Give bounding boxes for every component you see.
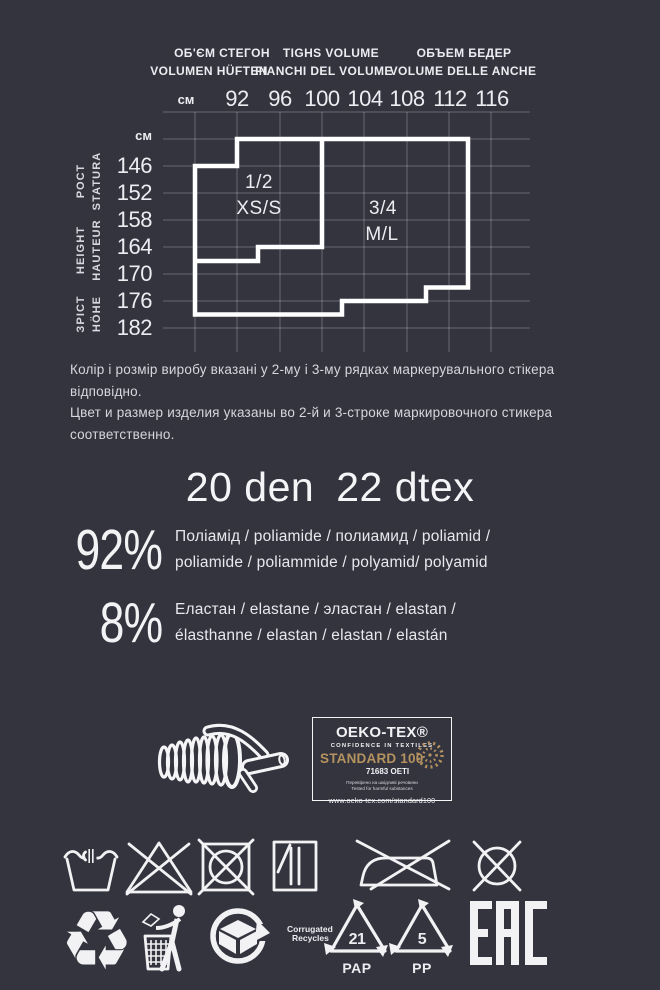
yarn-coil-icon xyxy=(157,723,289,793)
header-de: VOLUMEN HÜFTEN xyxy=(150,63,268,78)
header-it2: VOLUME DELLE ANCHE xyxy=(390,64,537,78)
svg-text:ЗРІСТ: ЗРІСТ xyxy=(75,295,87,332)
elastane-percent: 8% xyxy=(99,591,162,655)
recycling-symbols-row: ♻ Corrugated Recycles 21 PAP 5 PP xyxy=(60,896,547,986)
pp-label: PP xyxy=(412,960,432,976)
header-uk: ОБ'ЄМ СТЕГОН xyxy=(174,46,270,60)
size-chart: ОБ'ЄМ СТЕГОН VOLUMEN HÜFTEN TIGHS VOLUME… xyxy=(75,46,536,352)
height-row-headers: РОСТ STATURA HEIGHT HAUTEUR ЗРІСТ HÖHE xyxy=(75,152,103,333)
size-m-l-fraction: 3/4 xyxy=(369,198,397,219)
dtex-value: 22 dtex xyxy=(336,464,475,510)
hip-axis-ticks: см 92 96 100 104 108 112 116 xyxy=(178,86,510,111)
svg-text:170: 170 xyxy=(117,261,152,286)
header-en: TIGHS VOLUME xyxy=(283,46,379,60)
size-xs-s-fraction: 1/2 xyxy=(245,172,273,193)
do-not-iron-icon xyxy=(355,839,451,891)
svg-text:STATURA: STATURA xyxy=(91,152,103,211)
oeko-tex-label: OEKO-TEX® CONFIDENCE IN TEXTILES STANDAR… xyxy=(312,717,452,805)
svg-text:152: 152 xyxy=(117,180,152,205)
elastane-percent-wrap: 8% xyxy=(0,590,162,656)
svg-text:HEIGHT: HEIGHT xyxy=(75,226,87,274)
corrugated-label-2: Recycles xyxy=(292,933,329,943)
pp-5-icon: 5 PP xyxy=(389,899,453,976)
hip-unit: см xyxy=(178,92,195,107)
pap-number: 21 xyxy=(349,931,366,948)
polyamide-percent-wrap: 92% xyxy=(0,517,162,583)
pap-label: PAP xyxy=(342,960,371,976)
header-it: FIANCHI DEL VOLUME xyxy=(255,64,393,78)
corrugated-label-1: Corrugated xyxy=(287,924,333,934)
svg-text:HAUTEUR: HAUTEUR xyxy=(91,219,103,280)
size-region-labels: 1/2 XS/S 3/4 M/L xyxy=(236,172,398,245)
height-axis-ticks: см 146 152 158 164 170 176 182 xyxy=(117,128,153,340)
composition-row-polyamide: 92% Поліамід / poliamide / полиамид / po… xyxy=(0,516,660,584)
svg-text:112: 112 xyxy=(433,86,467,111)
oeko-tex-url: www.oeko-tex.com/standard100 xyxy=(328,796,436,805)
hand-wash-icon xyxy=(63,839,119,892)
care-symbols-row xyxy=(63,838,522,896)
recycle-icon: ♻ xyxy=(60,896,134,986)
sticker-notes: Колір і розмір виробу вказані у 2-му і 3… xyxy=(70,359,610,445)
oeko-tex-subtitle: CONFIDENCE IN TEXTILES xyxy=(330,743,434,749)
size-regions-outline xyxy=(192,136,471,317)
oeko-tex-brand: OEKO-TEX® xyxy=(335,724,429,741)
polyamide-percent: 92% xyxy=(75,518,162,582)
oeko-tex-standard: STANDARD 100 xyxy=(320,751,424,766)
density-line: 20 den 22 dtex xyxy=(0,464,660,511)
svg-text:РОСТ: РОСТ xyxy=(75,164,87,199)
svg-text:100: 100 xyxy=(304,86,339,111)
pap-21-icon: 21 PAP xyxy=(324,899,388,976)
drip-dry-in-shade-icon xyxy=(272,840,318,892)
size-regions-divider xyxy=(195,139,325,264)
svg-text:164: 164 xyxy=(117,234,152,259)
note-ru: Цвет и размер изделия указаны во 2-й и 3… xyxy=(70,405,553,442)
do-not-tumble-dry-icon xyxy=(197,838,255,896)
do-not-bleach-icon xyxy=(125,841,193,896)
corrugated-recycles-icon xyxy=(210,908,271,964)
do-not-dry-clean-icon xyxy=(472,840,522,892)
hip-volume-headers: ОБ'ЄМ СТЕГОН VOLUMEN HÜFTEN TIGHS VOLUME… xyxy=(150,46,536,78)
svg-text:104: 104 xyxy=(347,86,382,111)
tidyman-icon xyxy=(141,905,185,972)
height-unit: см xyxy=(135,128,152,143)
note-uk: Колір і розмір виробу вказані у 2-му і 3… xyxy=(70,362,555,399)
den-value: 20 den xyxy=(185,464,315,510)
svg-text:182: 182 xyxy=(117,315,152,340)
eac-logo xyxy=(470,901,547,965)
svg-text:96: 96 xyxy=(268,86,292,111)
svg-text:HÖHE: HÖHE xyxy=(90,296,103,332)
size-xs-s-label: XS/S xyxy=(236,198,281,219)
composition-row-elastane: 8% Еластан / elastane / эластан / elasta… xyxy=(0,590,660,656)
size-m-l-label: M/L xyxy=(365,224,398,245)
polyamide-names: Поліамід / poliamide / полиамид / poliam… xyxy=(175,528,491,571)
svg-text:92: 92 xyxy=(225,86,249,111)
svg-text:108: 108 xyxy=(389,86,424,111)
svg-text:176: 176 xyxy=(117,288,152,313)
svg-text:116: 116 xyxy=(475,86,509,111)
size-region-outlines xyxy=(192,136,471,317)
pp-number: 5 xyxy=(418,931,427,948)
oeko-tex-flower-emblem xyxy=(416,741,444,769)
svg-text:158: 158 xyxy=(117,207,152,232)
elastane-names: Еластан / elastane / эластан / elastan /… xyxy=(175,601,456,644)
header-ru: ОБЪЕМ БЕДЕР xyxy=(417,46,512,60)
oeko-tex-certificate: 71683 OETI xyxy=(366,767,410,776)
oeko-tex-tested-note: Перевірено на шкідливі речовини Tested f… xyxy=(346,780,418,791)
svg-text:146: 146 xyxy=(117,153,152,178)
